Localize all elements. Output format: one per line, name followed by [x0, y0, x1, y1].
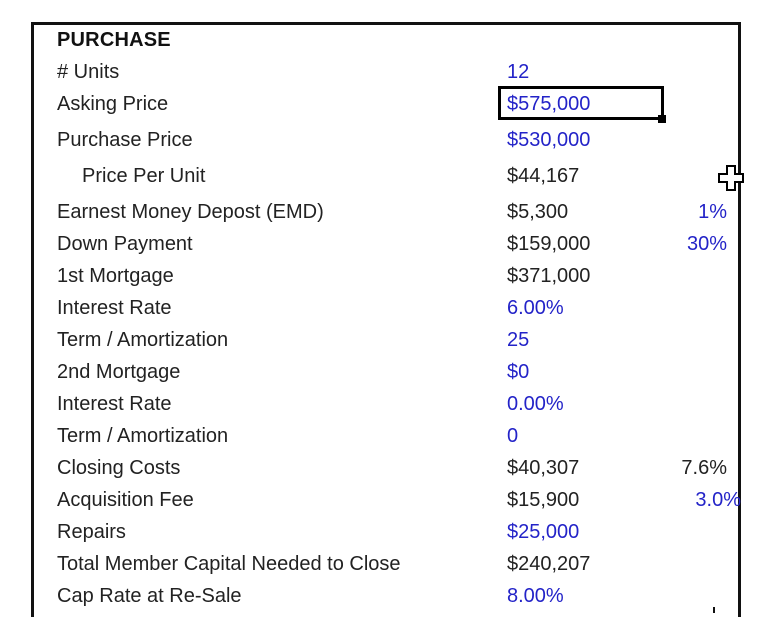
row-asking-price: Asking Price $575,000 — [0, 93, 765, 125]
row-label: Term / Amortization — [57, 329, 229, 351]
cell-interest-rate-2[interactable]: 0.00% — [507, 393, 564, 415]
row-first-mortgage: 1st Mortgage $371,000 — [0, 265, 765, 297]
row-label: Term / Amortization — [57, 425, 229, 447]
row-closing-costs: Closing Costs $40,307 7.6% — [0, 457, 765, 489]
row-cap-rate: Cap Rate at Re-Sale 8.00% — [0, 585, 765, 617]
cell-select-cross-icon — [718, 165, 744, 191]
row-label: Purchase Price — [57, 129, 193, 151]
row-label: Cap Rate at Re-Sale — [57, 585, 242, 607]
row-emd: Earnest Money Depost (EMD) $5,300 1% — [0, 201, 765, 233]
row-purchase-price: Purchase Price $530,000 — [0, 129, 765, 161]
row-term-2: Term / Amortization 0 — [0, 425, 765, 457]
active-cell-selection[interactable] — [498, 86, 664, 120]
cell-asking-price[interactable]: $575,000 — [507, 93, 591, 115]
cell-units[interactable]: 12 — [507, 61, 530, 83]
cell-first-mortgage[interactable]: $371,000 — [507, 265, 591, 287]
row-second-mortgage: 2nd Mortgage $0 — [0, 361, 765, 393]
fill-handle[interactable] — [658, 115, 666, 123]
cell-emd[interactable]: $5,300 — [507, 201, 569, 223]
cell-acquisition-fee-pct[interactable]: 3.0% — [695, 489, 741, 511]
row-interest-rate-2: Interest Rate 0.00% — [0, 393, 765, 425]
row-label: Earnest Money Depost (EMD) — [57, 201, 324, 223]
sheet-frame — [31, 22, 741, 617]
row-label: Repairs — [57, 521, 126, 543]
row-label: Interest Rate — [57, 393, 172, 415]
cell-second-mortgage[interactable]: $0 — [507, 361, 530, 383]
cell-interest-rate-1[interactable]: 6.00% — [507, 297, 564, 319]
cell-price-per-unit[interactable]: $44,167 — [507, 165, 580, 187]
cell-term-1[interactable]: 25 — [507, 329, 530, 351]
row-acquisition-fee: Acquisition Fee $15,900 3.0% — [0, 489, 765, 521]
cell-term-2[interactable]: 0 — [507, 425, 519, 447]
cell-cap-rate[interactable]: 8.00% — [507, 585, 564, 607]
cell-repairs[interactable]: $25,000 — [507, 521, 580, 543]
row-label: Down Payment — [57, 233, 193, 255]
row-label: # Units — [57, 61, 120, 83]
section-title: PURCHASE — [57, 29, 171, 51]
cell-closing-costs-pct[interactable]: 7.6% — [681, 457, 727, 479]
row-down-payment: Down Payment $159,000 30% — [0, 233, 765, 265]
row-label: 1st Mortgage — [57, 265, 174, 287]
cell-acquisition-fee[interactable]: $15,900 — [507, 489, 580, 511]
row-label: 2nd Mortgage — [57, 361, 181, 383]
row-repairs: Repairs $25,000 — [0, 521, 765, 553]
cell-down-payment-pct[interactable]: 30% — [686, 233, 727, 255]
cell-closing-costs[interactable]: $40,307 — [507, 457, 580, 479]
row-label: Closing Costs — [57, 457, 181, 479]
cell-down-payment[interactable]: $159,000 — [507, 233, 591, 255]
row-price-per-unit: Price Per Unit $44,167 — [0, 165, 765, 197]
row-label: Total Member Capital Needed to Close — [57, 553, 401, 575]
row-label: Price Per Unit — [82, 165, 206, 187]
row-total-capital: Total Member Capital Needed to Close $24… — [0, 553, 765, 585]
row-label: Acquisition Fee — [57, 489, 194, 511]
cell-total-capital[interactable]: $240,207 — [507, 553, 591, 575]
divider-tick — [713, 607, 715, 613]
cell-purchase-price[interactable]: $530,000 — [507, 129, 591, 151]
row-label: Asking Price — [57, 93, 169, 115]
row-units: # Units 12 — [0, 61, 765, 93]
row-interest-rate-1: Interest Rate 6.00% — [0, 297, 765, 329]
row-term-1: Term / Amortization 25 — [0, 329, 765, 361]
cell-emd-pct[interactable]: 1% — [698, 201, 727, 223]
row-label: Interest Rate — [57, 297, 172, 319]
